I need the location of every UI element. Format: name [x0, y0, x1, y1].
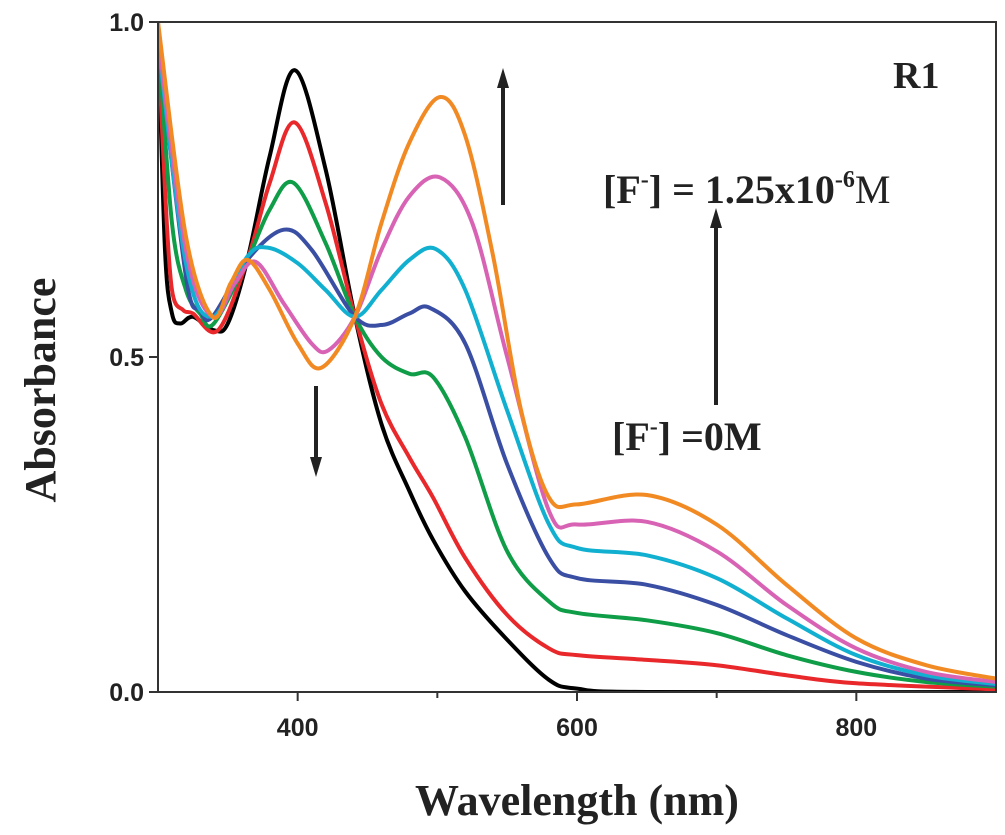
x-tick-label: 600 — [556, 714, 598, 742]
series-layer — [158, 22, 996, 692]
decrease-arrow-icon — [310, 386, 322, 477]
y-axis: 0.0 0.5 1.0 — [109, 9, 158, 707]
increase-arrow-icon — [497, 68, 509, 205]
series-line-1 — [158, 22, 996, 692]
plot-frame — [157, 21, 997, 693]
concentration-arrow-icon — [710, 208, 722, 405]
sample-label: R1 — [893, 55, 939, 97]
y-tick-label: 0.5 — [109, 344, 144, 372]
x-tick-label: 800 — [835, 714, 877, 742]
x-axis-title: Wavelength (nm) — [415, 776, 739, 825]
y-axis-title: Absorbance — [16, 278, 65, 503]
series-line-7 — [158, 22, 996, 681]
final-concentration-label: [F-] = 1.25x10-6M — [603, 167, 890, 212]
series-line-2 — [158, 35, 996, 692]
series-line-6 — [158, 35, 996, 684]
y-tick-label: 0.0 — [109, 679, 144, 707]
initial-concentration-label: [F-] =0M — [612, 414, 762, 459]
x-tick-label: 400 — [277, 714, 319, 742]
x-axis: 400 600 800 — [277, 692, 877, 742]
y-tick-label: 1.0 — [109, 9, 144, 37]
